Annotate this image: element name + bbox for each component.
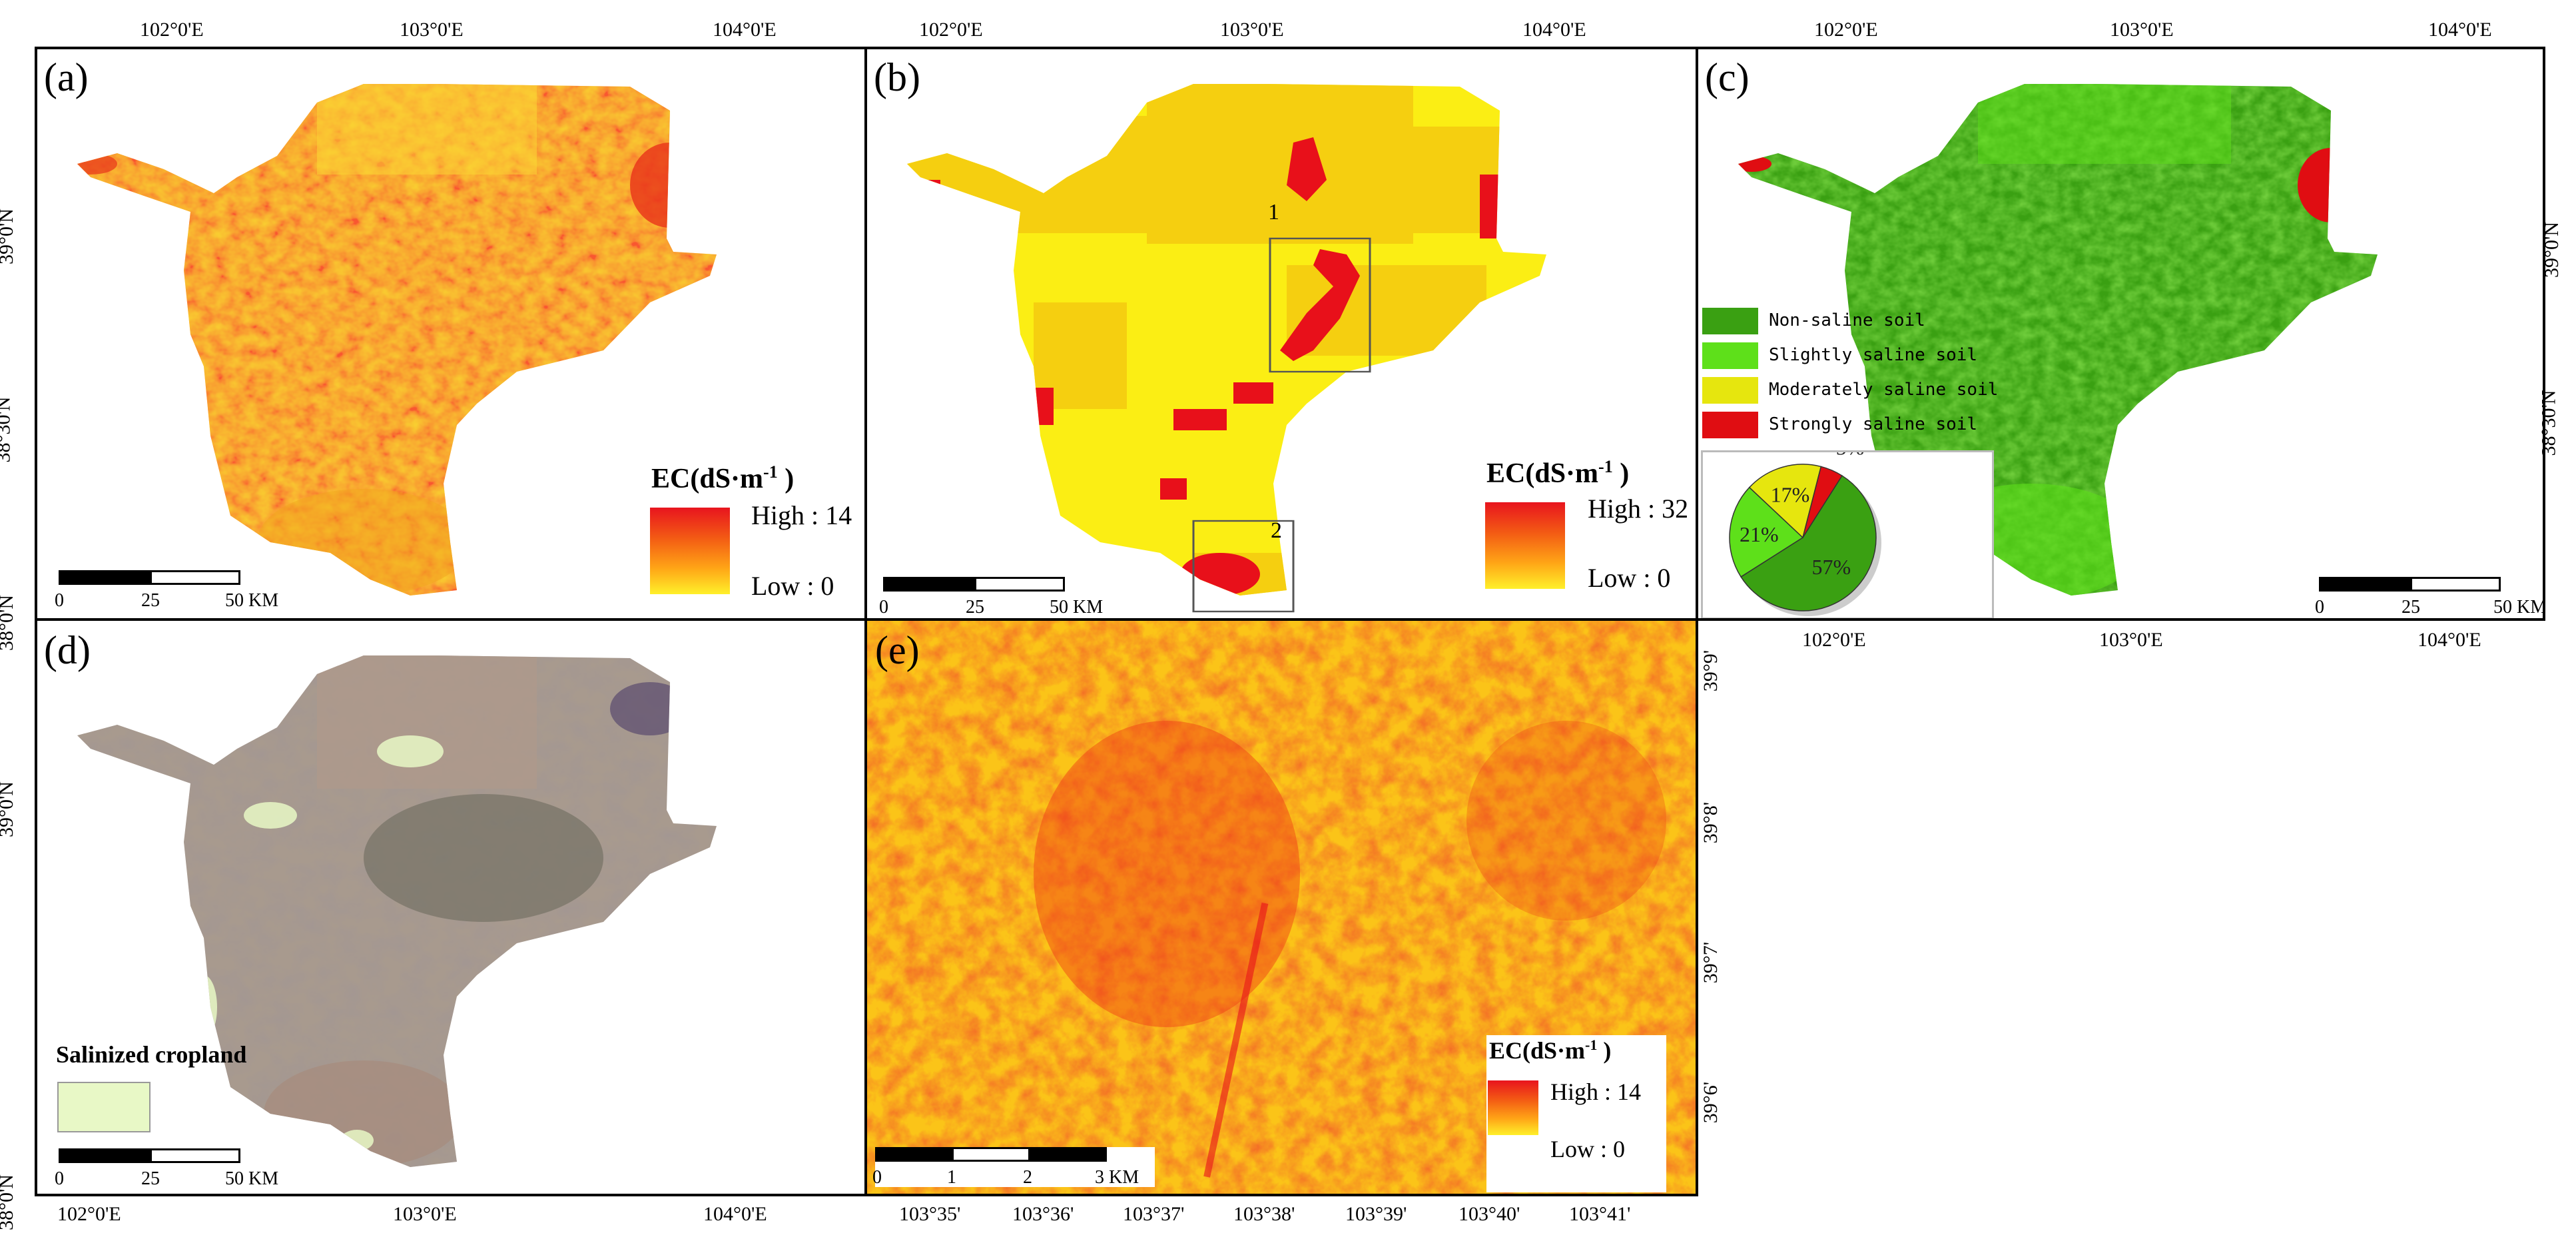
- scale-bar-e: 0 1 2 3 KM: [872, 1147, 1155, 1188]
- lon-tick: 104°0'E: [713, 19, 777, 41]
- legend-d-title: Salinized cropland: [56, 1041, 247, 1068]
- class-swatch: [1702, 342, 1758, 369]
- class-label: Non-saline soil: [1769, 310, 1925, 330]
- legend-b-ramp: [1485, 502, 1565, 589]
- class-label: Strongly saline soil: [1769, 414, 1978, 434]
- pie-label: 21%: [1740, 522, 1779, 546]
- scale-bar-a: 0 25 50 KM: [55, 570, 278, 611]
- pie-label: 57%: [1811, 555, 1851, 579]
- legend-b-title: EC(dS·m-1 ): [1486, 457, 1630, 489]
- pie-slice-non-saline-soil: [1740, 475, 1877, 612]
- lon-tick: 102°0'E: [57, 1203, 121, 1225]
- lon-tick: 104°0'E: [2428, 19, 2492, 41]
- lat-tick: 38°0'N: [0, 1174, 18, 1231]
- detail-lon-tick: 103°40': [1458, 1203, 1520, 1225]
- scale-bar-b: 0 25 50 KM: [879, 577, 1103, 618]
- lon-tick: 102°0'E: [1802, 629, 1866, 651]
- legend-a-high: High : 14: [751, 500, 852, 530]
- legend-a-low: Low : 0: [751, 571, 834, 601]
- lat-tick: 39°0'N: [2541, 221, 2563, 278]
- panel-label-d: (d): [44, 628, 91, 672]
- legend-e-ramp: [1488, 1080, 1538, 1135]
- class-swatch: [1702, 308, 1758, 334]
- lat-tick: 38°30'N: [2537, 390, 2560, 456]
- lon-tick: 103°0'E: [393, 1203, 457, 1225]
- panel-label-b: (b): [874, 55, 920, 99]
- class-swatch: [1702, 412, 1758, 438]
- legend-e-title: EC(dS·m-1 ): [1489, 1036, 1612, 1064]
- lon-tick: 104°0'E: [2417, 629, 2481, 651]
- legend-e-high: High : 14: [1550, 1078, 1642, 1105]
- class-swatch: [1702, 377, 1758, 404]
- class-label: Slightly saline soil: [1769, 345, 1978, 365]
- detail-lat-tick: 39°6': [1700, 1081, 1722, 1124]
- detail-lat-tick: 39°8': [1700, 801, 1722, 844]
- ec-map-b: [907, 84, 1546, 613]
- inset-box-2-label: 2: [1271, 518, 1282, 543]
- legend-a-ramp: [650, 508, 730, 594]
- inset-box-1-label: 1: [1268, 200, 1279, 224]
- legend-a-title: EC(dS·m-1 ): [651, 462, 795, 494]
- pie-label: 5%: [1836, 452, 1865, 460]
- lon-tick: 103°0'E: [400, 19, 464, 41]
- lat-tick: 38°30'N: [0, 396, 15, 463]
- pie-slice-slightly-saline-soil: [1729, 486, 1804, 578]
- ec-map-a: [77, 84, 717, 596]
- pie-chart: 57% 21% 17% 5%: [1729, 452, 1881, 616]
- lon-tick: 102°0'E: [140, 19, 204, 41]
- lon-tick: 103°0'E: [1220, 19, 1284, 41]
- legend-d-swatch: [57, 1082, 151, 1132]
- scale-bar-c: 0 25 50 KM: [2315, 577, 2543, 618]
- lon-tick: 104°0'E: [703, 1203, 767, 1225]
- legend-b-low: Low : 0: [1588, 563, 1671, 593]
- lat-tick: 38°0'N: [0, 594, 18, 651]
- satellite-image-d: [77, 655, 717, 1167]
- detail-lat-tick: 39°9': [1700, 649, 1722, 692]
- lon-tick: 102°0'E: [919, 19, 983, 41]
- pie-label: 17%: [1771, 483, 1810, 507]
- pie-slice-moderately-saline-soil: [1748, 464, 1822, 539]
- detail-lon-tick: 103°36': [1012, 1203, 1074, 1225]
- detail-lat-tick: 39°7': [1700, 941, 1722, 984]
- legend-e-low: Low : 0: [1550, 1136, 1625, 1162]
- detail-lon-tick: 103°39': [1345, 1203, 1407, 1225]
- panel-label-e: (e): [875, 628, 920, 672]
- lat-tick: 39°0'N: [0, 208, 18, 265]
- detail-lon-tick: 103°41': [1569, 1203, 1631, 1225]
- lon-tick: 102°0'E: [1814, 19, 1878, 41]
- class-label: Moderately saline soil: [1769, 380, 1999, 400]
- detail-lon-tick: 103°37': [1123, 1203, 1185, 1225]
- detail-lon-tick: 103°38': [1233, 1203, 1295, 1225]
- legend-b-high: High : 32: [1588, 494, 1689, 524]
- legend-e-box: EC(dS·m-1 ) High : 14 Low : 0: [1486, 1035, 1666, 1192]
- lon-tick: 103°0'E: [2099, 629, 2163, 651]
- pie-chart-box: 57% 21% 17% 5%: [1701, 450, 1994, 618]
- panel-d: (d) Salinized cropland 0 25 50 KM: [35, 618, 867, 1196]
- panel-c: (c) Non-saline soil Slightly saline soil…: [1696, 47, 2545, 621]
- lat-tick: 39°0'N: [0, 781, 18, 838]
- panel-label-c: (c): [1705, 55, 1750, 99]
- panel-label-a: (a): [44, 55, 89, 99]
- panel-a: (a) EC(dS·m-1 ) High : 14 Low : 0 0 25 5…: [35, 47, 867, 621]
- panel-b: 1 2 (b) EC(dS·m-1 ) High : 32 Low : 0 0 …: [864, 47, 1698, 621]
- scale-bar-d: 0 25 50 KM: [55, 1148, 278, 1189]
- pie-slice-strongly-saline-soil: [1802, 466, 1843, 538]
- panel-e: (e) EC(dS·m-1 ) High : 14 Low : 0 0 1 2 …: [864, 618, 1698, 1196]
- lon-tick: 104°0'E: [1522, 19, 1586, 41]
- lon-tick: 103°0'E: [2110, 19, 2174, 41]
- detail-lon-tick: 103°35': [899, 1203, 961, 1225]
